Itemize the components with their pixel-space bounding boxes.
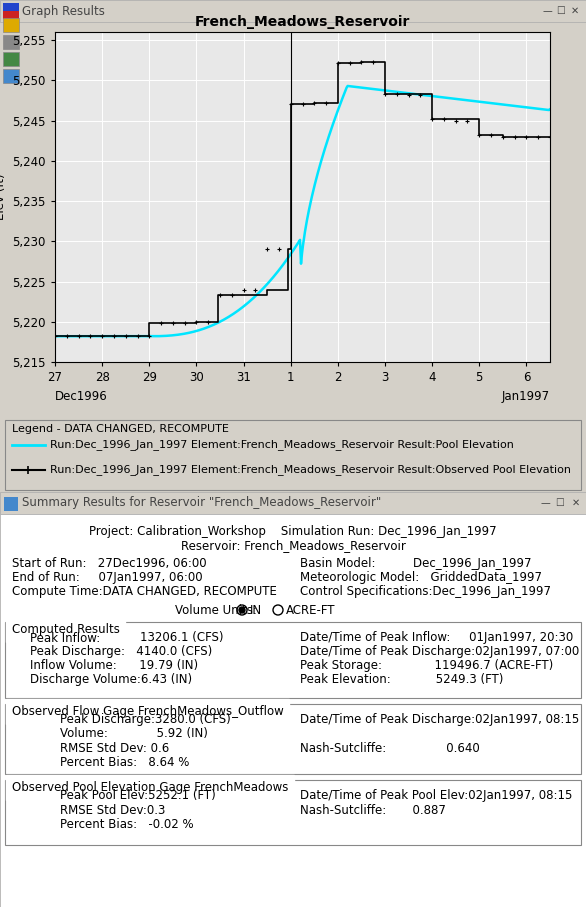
Text: Peak Pool Elev:5252.1 (FT): Peak Pool Elev:5252.1 (FT) xyxy=(60,789,216,803)
Text: Meteorologic Model:   GriddedData_1997: Meteorologic Model: GriddedData_1997 xyxy=(300,571,542,584)
Text: Summary Results for Reservoir "French_Meadows_Reservoir": Summary Results for Reservoir "French_Me… xyxy=(22,496,381,510)
Text: Percent Bias:   -0.02 %: Percent Bias: -0.02 % xyxy=(60,817,193,831)
Text: Date/Time of Peak Discharge:02Jan1997, 07:00: Date/Time of Peak Discharge:02Jan1997, 0… xyxy=(300,646,579,658)
Text: Volume Units:: Volume Units: xyxy=(175,603,257,617)
Text: Graph Results: Graph Results xyxy=(22,5,105,17)
Bar xyxy=(3,18,19,32)
Text: ACRE-FT: ACRE-FT xyxy=(286,603,336,617)
Bar xyxy=(3,3,19,11)
Text: Peak Inflow:: Peak Inflow: xyxy=(30,631,100,645)
Text: End of Run:     07Jan1997, 06:00: End of Run: 07Jan1997, 06:00 xyxy=(12,571,203,584)
Text: —: — xyxy=(542,6,552,16)
Bar xyxy=(5,622,581,698)
Text: Percent Bias:   8.64 %: Percent Bias: 8.64 % xyxy=(60,756,189,768)
Text: Peak Discharge:3280.0 (CFS): Peak Discharge:3280.0 (CFS) xyxy=(60,714,231,727)
Text: Peak Storage:              119496.7 (ACRE-FT): Peak Storage: 119496.7 (ACRE-FT) xyxy=(300,659,553,672)
Text: Control Specifications:Dec_1996_Jan_1997: Control Specifications:Dec_1996_Jan_1997 xyxy=(300,586,551,599)
Text: Basin Model:          Dec_1996_Jan_1997: Basin Model: Dec_1996_Jan_1997 xyxy=(300,558,532,571)
Bar xyxy=(4,497,18,511)
Text: —: — xyxy=(540,498,550,508)
Text: Date/Time of Peak Pool Elev:02Jan1997, 08:15: Date/Time of Peak Pool Elev:02Jan1997, 0… xyxy=(300,789,573,803)
Text: Date/Time of Peak Inflow:     01Jan1997, 20:30: Date/Time of Peak Inflow: 01Jan1997, 20:… xyxy=(300,631,573,645)
Text: Legend - DATA CHANGED, RECOMPUTE: Legend - DATA CHANGED, RECOMPUTE xyxy=(12,424,229,434)
Bar xyxy=(3,52,19,66)
Title: French_Meadows_Reservoir: French_Meadows_Reservoir xyxy=(195,15,410,29)
Bar xyxy=(0,492,586,514)
Text: Compute Time:DATA CHANGED, RECOMPUTE: Compute Time:DATA CHANGED, RECOMPUTE xyxy=(12,586,277,599)
Text: IN: IN xyxy=(250,603,262,617)
Circle shape xyxy=(239,607,245,613)
Text: Observed Pool Elevation Gage FrenchMeadows: Observed Pool Elevation Gage FrenchMeado… xyxy=(12,781,288,794)
Text: Peak Discharge:   4140.0 (CFS): Peak Discharge: 4140.0 (CFS) xyxy=(30,646,212,658)
Y-axis label: Elev (ft): Elev (ft) xyxy=(0,173,7,220)
Text: ✕: ✕ xyxy=(571,6,579,16)
Text: RMSE Std Dev:0.3: RMSE Std Dev:0.3 xyxy=(60,804,165,816)
Text: Computed Results: Computed Results xyxy=(12,623,120,636)
Text: Run:Dec_1996_Jan_1997 Element:French_Meadows_Reservoir Result:Observed Pool Elev: Run:Dec_1996_Jan_1997 Element:French_Mea… xyxy=(50,464,571,475)
Text: RMSE Std Dev: 0.6: RMSE Std Dev: 0.6 xyxy=(60,742,169,755)
Text: Volume:             5.92 (IN): Volume: 5.92 (IN) xyxy=(60,727,208,740)
Text: Reservoir: French_Meadows_Reservoir: Reservoir: French_Meadows_Reservoir xyxy=(180,540,406,552)
Text: Run:Dec_1996_Jan_1997 Element:French_Meadows_Reservoir Result:Pool Elevation: Run:Dec_1996_Jan_1997 Element:French_Mea… xyxy=(50,440,514,451)
Bar xyxy=(0,0,586,22)
Bar xyxy=(5,780,581,845)
Text: ☐: ☐ xyxy=(556,498,564,508)
Text: 13206.1 (CFS): 13206.1 (CFS) xyxy=(140,631,223,645)
Text: ✕: ✕ xyxy=(572,498,580,508)
Text: Jan1997: Jan1997 xyxy=(502,390,550,403)
Bar xyxy=(3,3,19,19)
Text: Date/Time of Peak Discharge:02Jan1997, 08:15: Date/Time of Peak Discharge:02Jan1997, 0… xyxy=(300,714,579,727)
Text: ☐: ☐ xyxy=(557,6,565,16)
Bar xyxy=(3,69,19,83)
Text: Dec1996: Dec1996 xyxy=(55,390,108,403)
Bar xyxy=(5,704,581,774)
Text: Start of Run:   27Dec1996, 06:00: Start of Run: 27Dec1996, 06:00 xyxy=(12,558,207,571)
Text: Project: Calibration_Workshop    Simulation Run: Dec_1996_Jan_1997: Project: Calibration_Workshop Simulation… xyxy=(89,525,497,539)
Text: Observed Flow Gage FrenchMeadows_Outflow: Observed Flow Gage FrenchMeadows_Outflow xyxy=(12,705,284,718)
Text: Peak Elevation:            5249.3 (FT): Peak Elevation: 5249.3 (FT) xyxy=(300,674,503,687)
Text: Nash-Sutcliffe:       0.887: Nash-Sutcliffe: 0.887 xyxy=(300,804,446,816)
Text: Discharge Volume:6.43 (IN): Discharge Volume:6.43 (IN) xyxy=(30,674,192,687)
Text: Nash-Sutcliffe:                0.640: Nash-Sutcliffe: 0.640 xyxy=(300,742,480,755)
Text: Inflow Volume:      19.79 (IN): Inflow Volume: 19.79 (IN) xyxy=(30,659,198,672)
Bar xyxy=(3,35,19,49)
